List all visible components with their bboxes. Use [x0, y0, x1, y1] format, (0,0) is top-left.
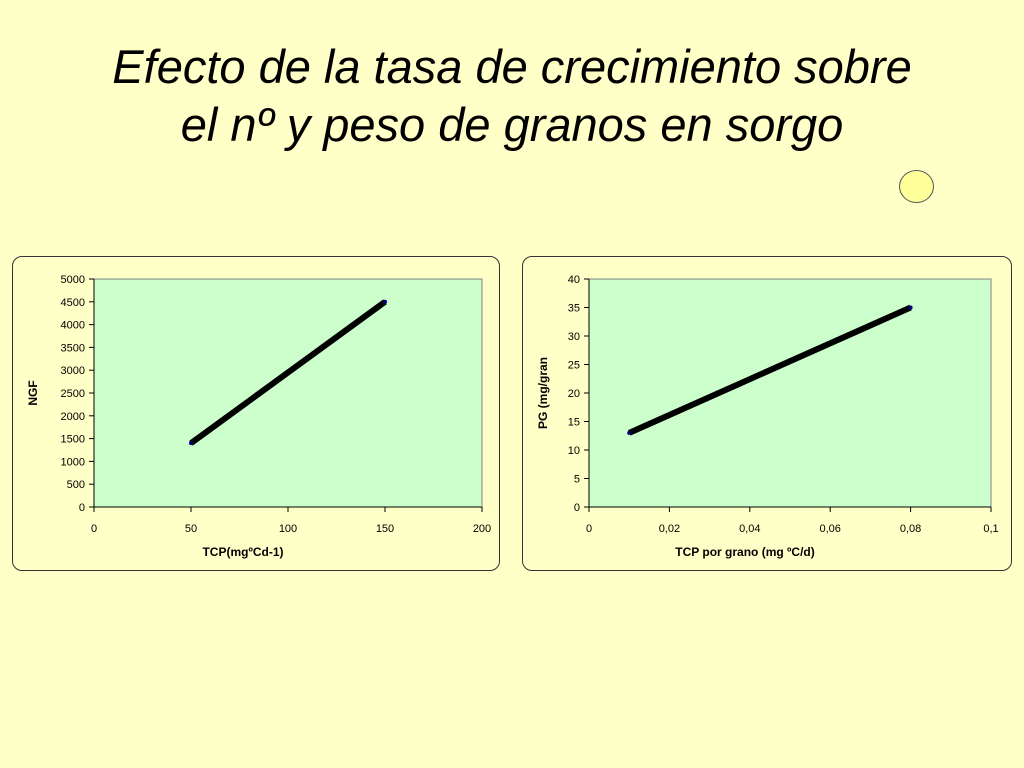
y-tick-label: 500 — [67, 479, 85, 491]
y-tick-label: 3000 — [61, 365, 85, 377]
x-tick-label: 0,08 — [900, 523, 921, 535]
y-tick-label: 5000 — [61, 274, 85, 286]
series-line — [189, 299, 387, 446]
y-tick-label: 1500 — [61, 434, 85, 446]
plot-area — [93, 278, 483, 508]
x-tick-label: 0,1 — [983, 523, 998, 535]
plot-area — [588, 278, 992, 508]
data-point — [189, 441, 193, 446]
y-tick-label: 0 — [574, 502, 580, 514]
y-tick-label: 2000 — [61, 411, 85, 423]
slide-title-line-1: Efecto de la tasa de crecimiento sobre — [112, 40, 912, 93]
data-point — [627, 430, 632, 435]
x-tick-label: 0,06 — [819, 523, 840, 535]
x-tick-label: 100 — [279, 523, 297, 535]
x-tick-label: 0 — [91, 523, 97, 535]
y-tick-label: 3500 — [61, 342, 85, 354]
y-tick-label: 0 — [79, 502, 85, 514]
x-tick-label: 150 — [376, 523, 394, 535]
data-point — [383, 299, 387, 304]
slide-title: Efecto de la tasa de crecimiento sobre e… — [0, 38, 1024, 154]
y-tick-label: 30 — [568, 331, 580, 343]
y-tick-label: 10 — [568, 445, 580, 457]
x-tick-label: 200 — [473, 523, 491, 535]
slide-title-line-2: el nº y peso de granos en sorgo — [180, 98, 844, 151]
y-tick-label: 1000 — [61, 456, 85, 468]
y-axis-title: NGF — [26, 380, 40, 405]
data-point — [908, 305, 913, 310]
yellow-circle-shape — [899, 170, 934, 203]
chart-panel-ngf: 0 500 1000 1500 2000 2500 3000 3500 4000 4500 5000… — [12, 256, 500, 571]
y-tick-label: 35 — [568, 303, 580, 315]
series-line — [627, 304, 912, 436]
y-tick-label: 25 — [568, 360, 580, 372]
chart-pg: 0 5 10 15 20 25 30 35 40 0 0,02 0,04 0,06 0,08 0,1 TCP … — [536, 274, 999, 559]
x-tick-label: 0 — [586, 523, 592, 535]
y-tick-label: 2500 — [61, 388, 85, 400]
chart-panel-pg: 0 5 10 15 20 25 30 35 40 0 0,02 0,04 0,06 0,08 0,1 TCP … — [522, 256, 1012, 571]
y-tick-label: 40 — [568, 274, 580, 286]
y-tick-label: 15 — [568, 417, 580, 429]
chart-ngf: 0500100015002000250030003500400045005000… — [26, 274, 491, 559]
x-tick-label: 50 — [185, 523, 197, 535]
x-tick-label: 0,04 — [739, 523, 760, 535]
y-tick-label: 20 — [568, 388, 580, 400]
y-axis-title: PG (mg/gran — [536, 357, 550, 429]
x-axis-title: TCP por grano (mg ºC/d) — [675, 545, 815, 559]
y-tick-label: 4000 — [61, 320, 85, 332]
x-axis-title: TCP(mgºCd-1) — [202, 545, 283, 559]
y-tick-label: 4500 — [61, 297, 85, 309]
x-tick-label: 0,02 — [659, 523, 680, 535]
y-tick-label: 5 — [574, 474, 580, 486]
